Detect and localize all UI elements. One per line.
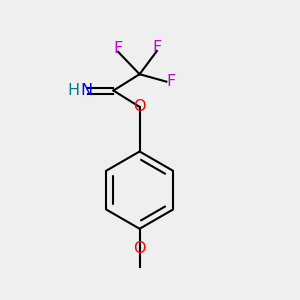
Text: H: H <box>68 83 80 98</box>
Text: N: N <box>81 83 93 98</box>
Text: F: F <box>152 40 161 55</box>
Text: O: O <box>133 242 146 256</box>
Text: F: F <box>166 74 176 89</box>
Text: O: O <box>133 99 146 114</box>
Text: F: F <box>114 41 123 56</box>
